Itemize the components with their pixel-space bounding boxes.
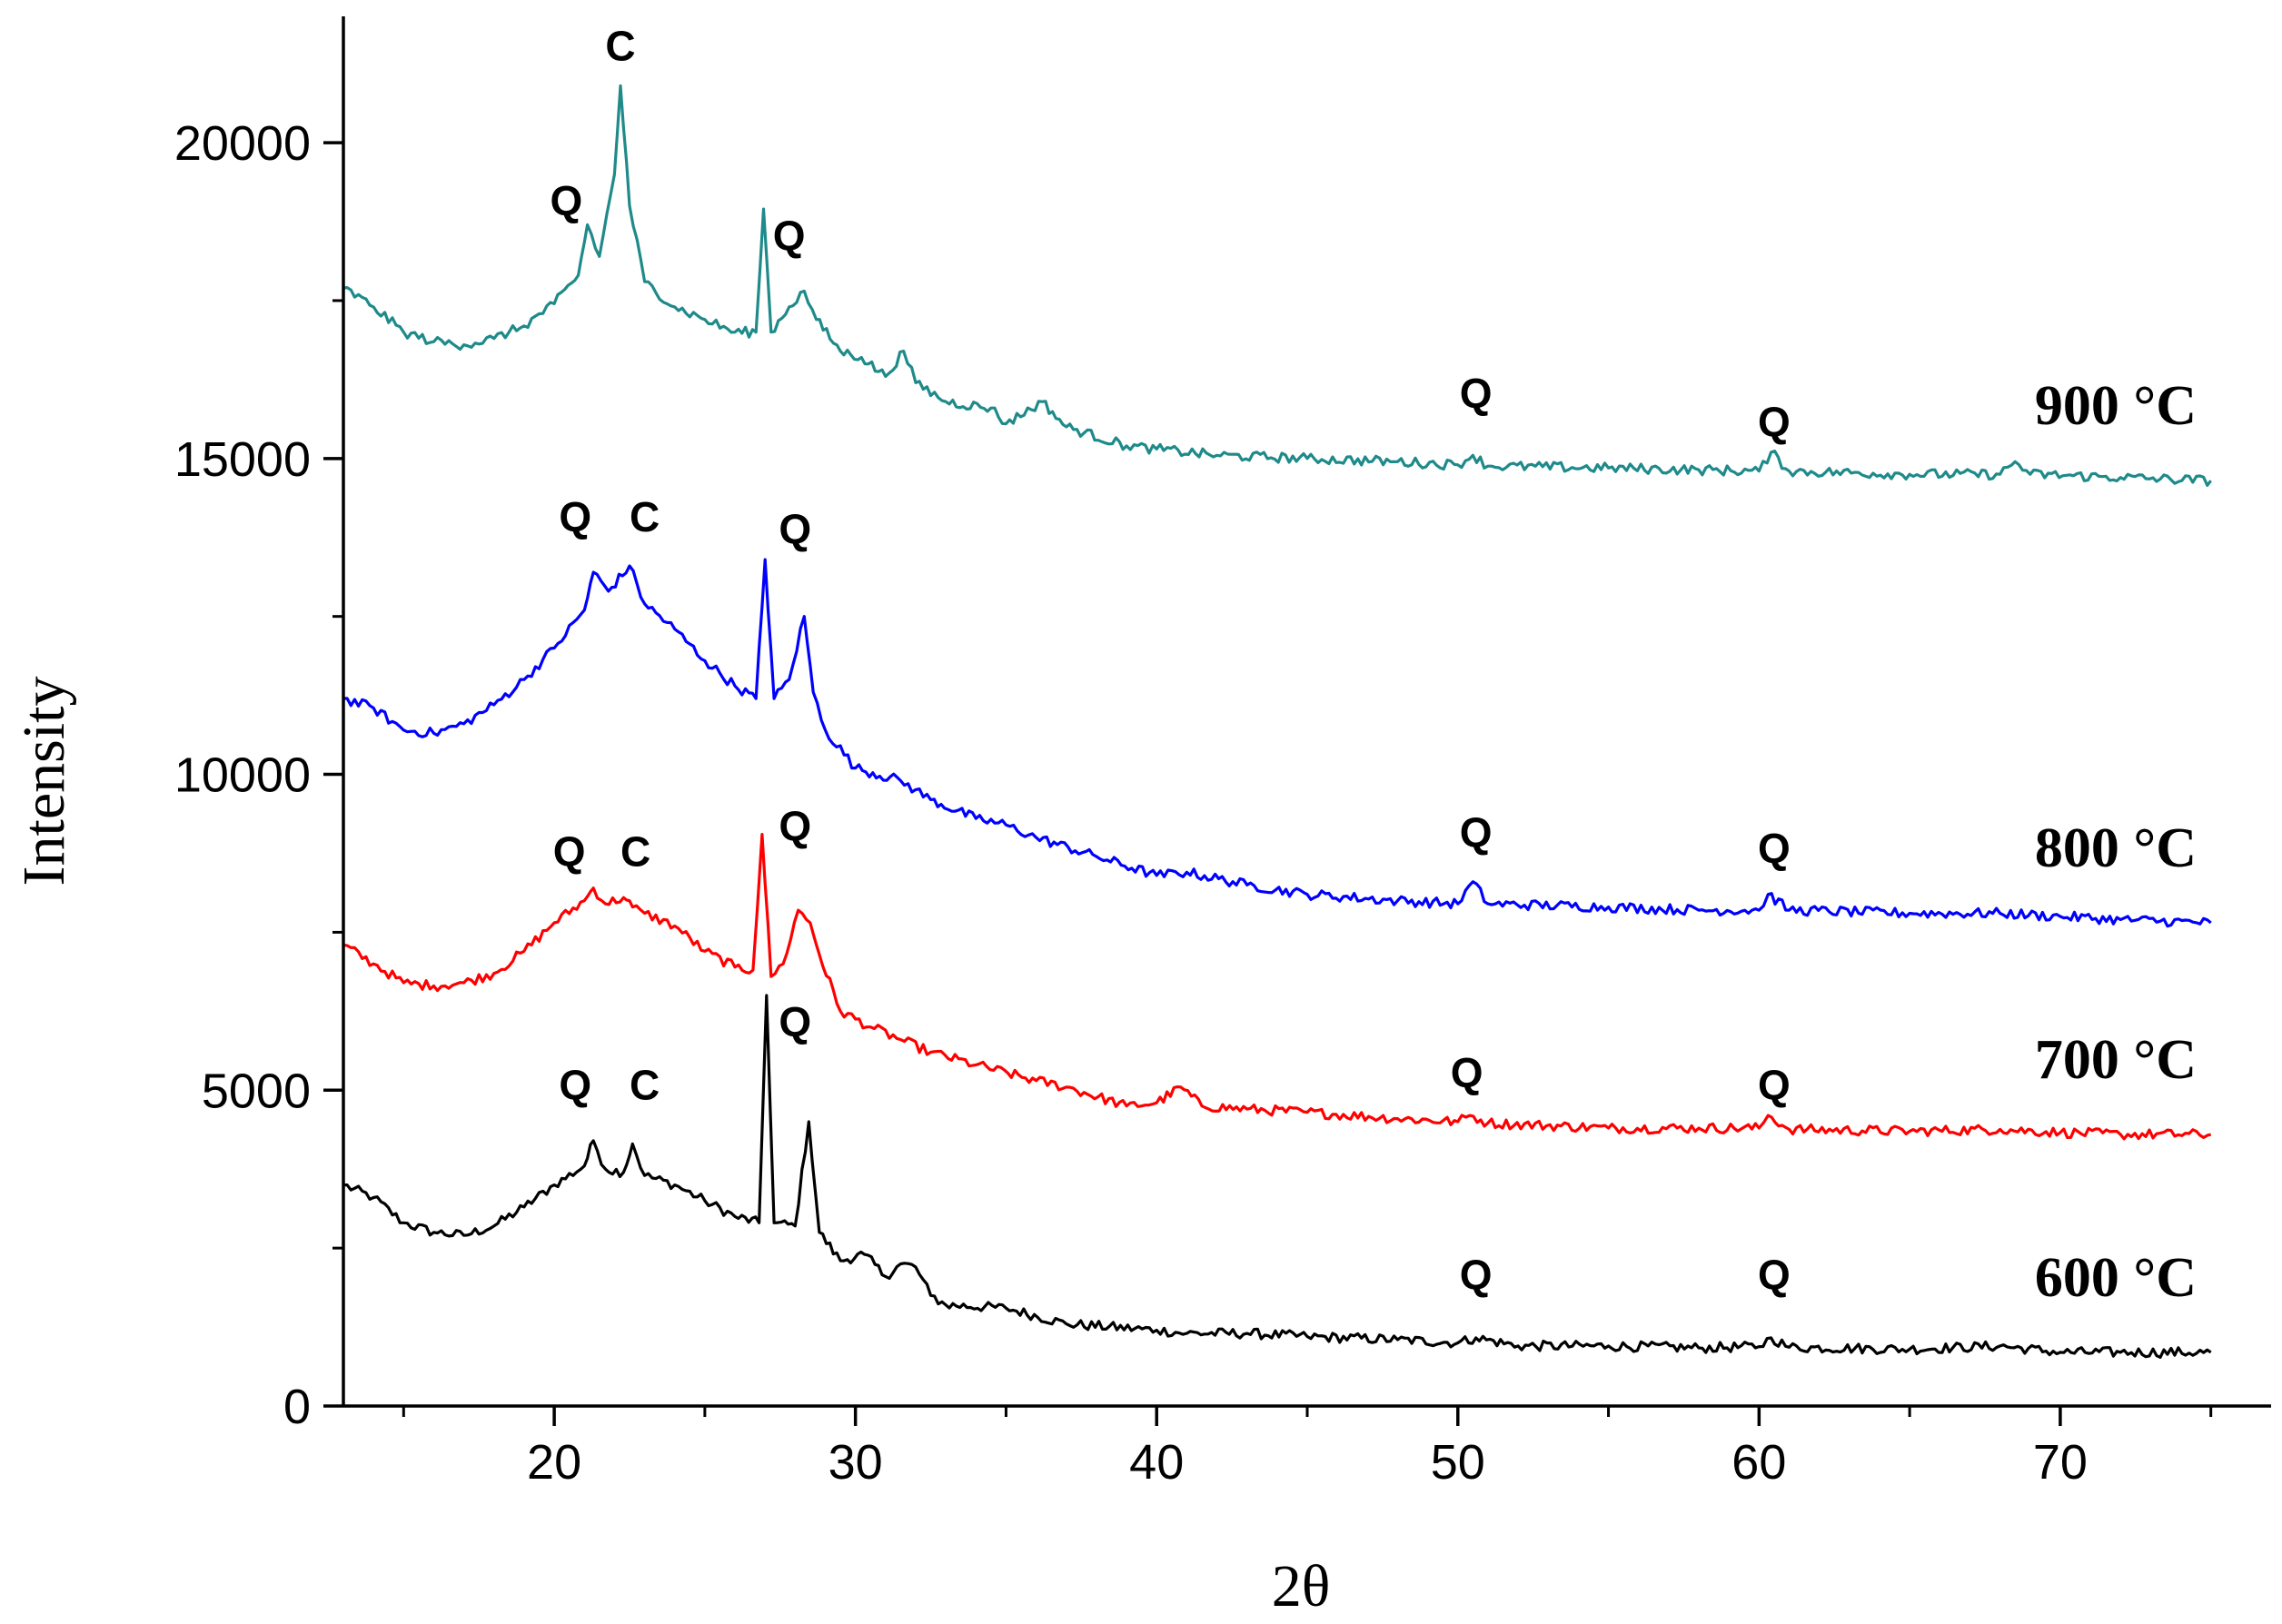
series-temperature-label: 800 °C — [2035, 817, 2197, 879]
peak-label-q: Q — [1758, 1251, 1791, 1298]
peak-label-q: Q — [1460, 1251, 1493, 1298]
x-axis-title: 2θ — [1272, 1553, 1331, 1619]
temperature-labels: 600 °C 700 °C 800 °C 900 °C — [2035, 375, 2197, 1309]
peak-label-q: Q — [551, 177, 583, 224]
x-tick-label: 20 — [527, 1435, 581, 1490]
x-tick-label: 70 — [2033, 1435, 2088, 1490]
peak-label-c: C — [630, 493, 660, 540]
peak-label-q: Q — [773, 212, 806, 259]
series-temperature-label: 600 °C — [2035, 1247, 2197, 1309]
x-tick-label: 30 — [828, 1435, 883, 1490]
peak-label-q: Q — [779, 506, 811, 553]
y-tick-label: 15000 — [174, 432, 311, 487]
series-line-0 — [343, 994, 2212, 1359]
axes — [323, 16, 2271, 1426]
series-lines — [342, 84, 2212, 1359]
peak-label-q: Q — [1758, 825, 1791, 872]
peak-label-q: Q — [1758, 399, 1791, 446]
peak-label-q: Q — [1460, 809, 1493, 857]
peak-label-c: C — [605, 23, 635, 70]
x-tick-label: 40 — [1129, 1435, 1184, 1490]
series-temperature-label: 900 °C — [2035, 375, 2197, 437]
peak-label-q: Q — [779, 803, 811, 850]
tick-labels: 20 30 40 50 60 70 0 5000 10000 15000 20000 — [174, 116, 2088, 1490]
peak-label-q: Q — [779, 998, 811, 1045]
y-axis-title: Intensity — [11, 677, 77, 886]
peak-label-q: Q — [553, 827, 586, 875]
y-tick-label: 5000 — [202, 1064, 311, 1118]
series-line-3 — [342, 84, 2212, 487]
peak-label-q: Q — [1460, 370, 1493, 417]
peak-label-q: Q — [559, 493, 591, 540]
series-temperature-label: 700 °C — [2035, 1029, 2197, 1091]
peak-label-c: C — [630, 1062, 660, 1109]
peak-label-c: C — [620, 827, 650, 875]
series-line-1 — [342, 833, 2212, 1141]
y-tick-label: 0 — [283, 1380, 311, 1434]
peak-label-q: Q — [559, 1062, 591, 1109]
series-line-2 — [342, 558, 2212, 928]
peak-label-q: Q — [1758, 1062, 1791, 1109]
y-tick-label: 20000 — [174, 116, 311, 171]
peak-label-q: Q — [1451, 1049, 1483, 1096]
x-tick-label: 50 — [1431, 1435, 1485, 1490]
x-tick-label: 60 — [1731, 1435, 1786, 1490]
y-tick-label: 10000 — [174, 748, 311, 803]
